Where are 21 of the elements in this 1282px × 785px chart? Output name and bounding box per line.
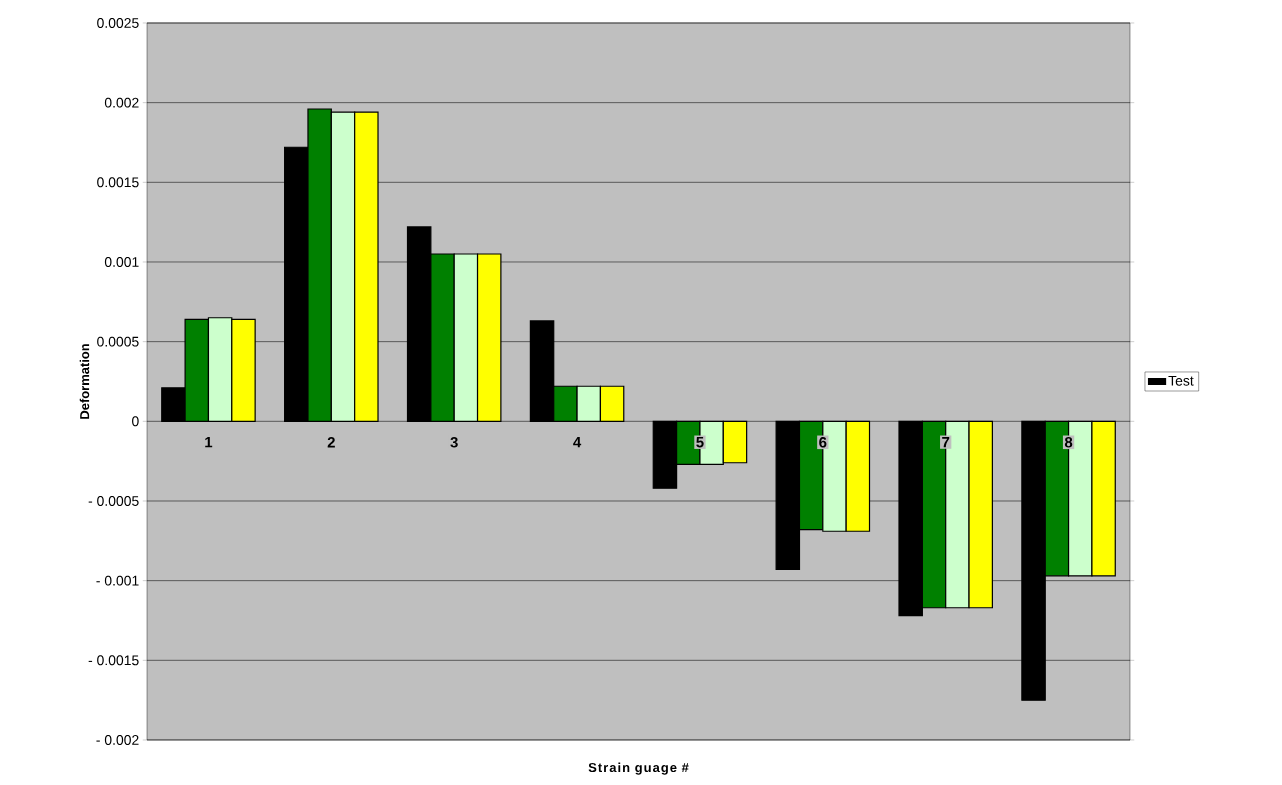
y-tick-label: 0.001 [104,257,139,267]
x-tick-label: 8 [1064,437,1073,448]
y-tick-label: - 0.002 [96,735,139,745]
x-tick-label: 5 [696,437,704,448]
x-axis-title: Strain guage # [588,762,689,775]
y-axis-title: Deformation [79,344,90,419]
y-tick-label: - 0.001 [96,575,139,586]
y-tick-label: 0.002 [104,97,139,108]
y-tick-label: 0.0005 [97,336,139,347]
legend-label: Test [1168,375,1194,386]
x-tick-label: 4 [573,437,582,448]
x-tick-label: 2 [327,437,335,448]
y-tick-label: 0.0025 [97,18,139,28]
x-tick-label: 6 [819,437,827,448]
x-tick-label: 1 [205,437,213,448]
y-tick-label: 0 [132,416,139,427]
y-tick-label: - 0.0015 [88,655,139,666]
x-tick-label: 3 [450,437,458,448]
y-tick-label: - 0.0005 [88,496,139,506]
y-tick-label: 0.0015 [97,177,139,188]
x-tick-label: 7 [942,437,950,448]
